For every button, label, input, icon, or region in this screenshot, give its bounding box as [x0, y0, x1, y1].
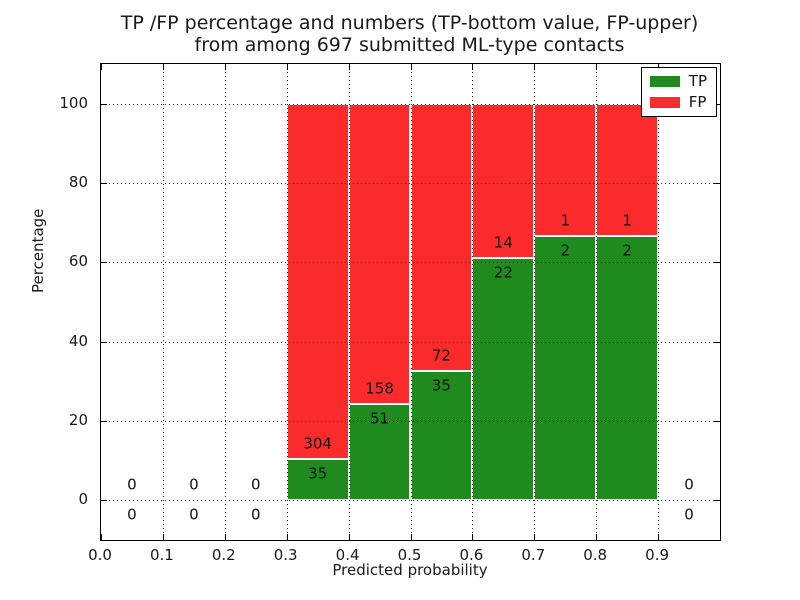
- fp-bar-segment: [286, 103, 349, 460]
- x-tick-label: 0.3: [273, 546, 298, 564]
- chart-title-line1: TP /FP percentage and numbers (TP-bottom…: [120, 12, 699, 34]
- tp-count-label: 0: [250, 505, 261, 524]
- fp-bar-segment: [596, 103, 659, 236]
- fp-bar-segment: [410, 103, 473, 371]
- x-tick-label: 0.2: [211, 546, 236, 564]
- tp-count-label: 0: [189, 505, 199, 524]
- tp-bar-segment: [596, 235, 659, 501]
- fp-count-label: 0: [127, 475, 137, 494]
- y-tick-label: 40: [68, 331, 88, 350]
- x-tick-label: 0.4: [335, 546, 360, 564]
- plot-area: 0 0 0 0 0 0 304 35 158 51 72 35 14 22 1 2 1 2 0 0 TP FP: [100, 63, 721, 541]
- legend-item-label: FP: [688, 93, 707, 111]
- x-tick-label: 0.1: [149, 546, 174, 564]
- chart-title-line2: from among 697 submitted ML-type contact…: [194, 34, 625, 56]
- y-tick-label: 20: [68, 411, 88, 429]
- legend-item-label: TP: [688, 72, 707, 90]
- legend-swatch: [649, 97, 680, 108]
- y-tick-label: 80: [68, 173, 88, 191]
- fp-bar-segment: [534, 103, 597, 236]
- fp-count-label: 0: [250, 475, 261, 494]
- fp-count-label: 304: [303, 434, 332, 453]
- bars-layer: [101, 64, 720, 540]
- x-tick-label: 0.8: [583, 546, 608, 564]
- legend-item: TP: [649, 72, 707, 90]
- x-axis-label: Predicted probability: [332, 561, 488, 579]
- tp-count-label: 0: [684, 505, 694, 524]
- fp-count-label: 0: [189, 475, 199, 494]
- annotations-layer: 0 0 0 0 0 0 304 35 158 51 72 35 14 22 1 2 1 2 0 0: [101, 64, 720, 540]
- fp-count-label: 1: [622, 211, 632, 230]
- legend: TP FP: [640, 67, 717, 117]
- y-tick-label: 100: [59, 93, 88, 112]
- y-tick-label: 0: [78, 490, 88, 509]
- tp-count-label: 35: [431, 376, 451, 395]
- tp-count-label: 2: [560, 241, 571, 260]
- tp-bar-segment: [286, 459, 349, 501]
- legend-item: FP: [649, 93, 707, 111]
- x-tick-label: 0.6: [459, 546, 484, 564]
- fp-count-label: 0: [684, 475, 694, 494]
- tp-count-label: 22: [493, 263, 513, 282]
- x-tick-label: 0.5: [397, 546, 422, 564]
- tp-count-label: 2: [622, 241, 632, 260]
- x-tick-label: 0.9: [645, 546, 670, 564]
- fp-count-label: 1: [560, 211, 571, 230]
- chart-title: TP /FP percentage and numbers (TP-bottom…: [100, 12, 719, 56]
- fp-count-label: 158: [365, 379, 394, 398]
- x-tick-label: 0.7: [521, 546, 546, 564]
- fp-count-label: 72: [431, 346, 451, 365]
- y-tick-label: 60: [68, 252, 88, 271]
- fp-count-label: 14: [493, 233, 513, 252]
- x-tick-label: 0.0: [88, 546, 112, 564]
- tp-count-label: 35: [308, 464, 328, 483]
- tp-count-label: 0: [127, 505, 137, 524]
- tp-count-label: 51: [370, 409, 390, 428]
- fp-bar-segment: [348, 103, 411, 404]
- legend-swatch: [649, 76, 680, 87]
